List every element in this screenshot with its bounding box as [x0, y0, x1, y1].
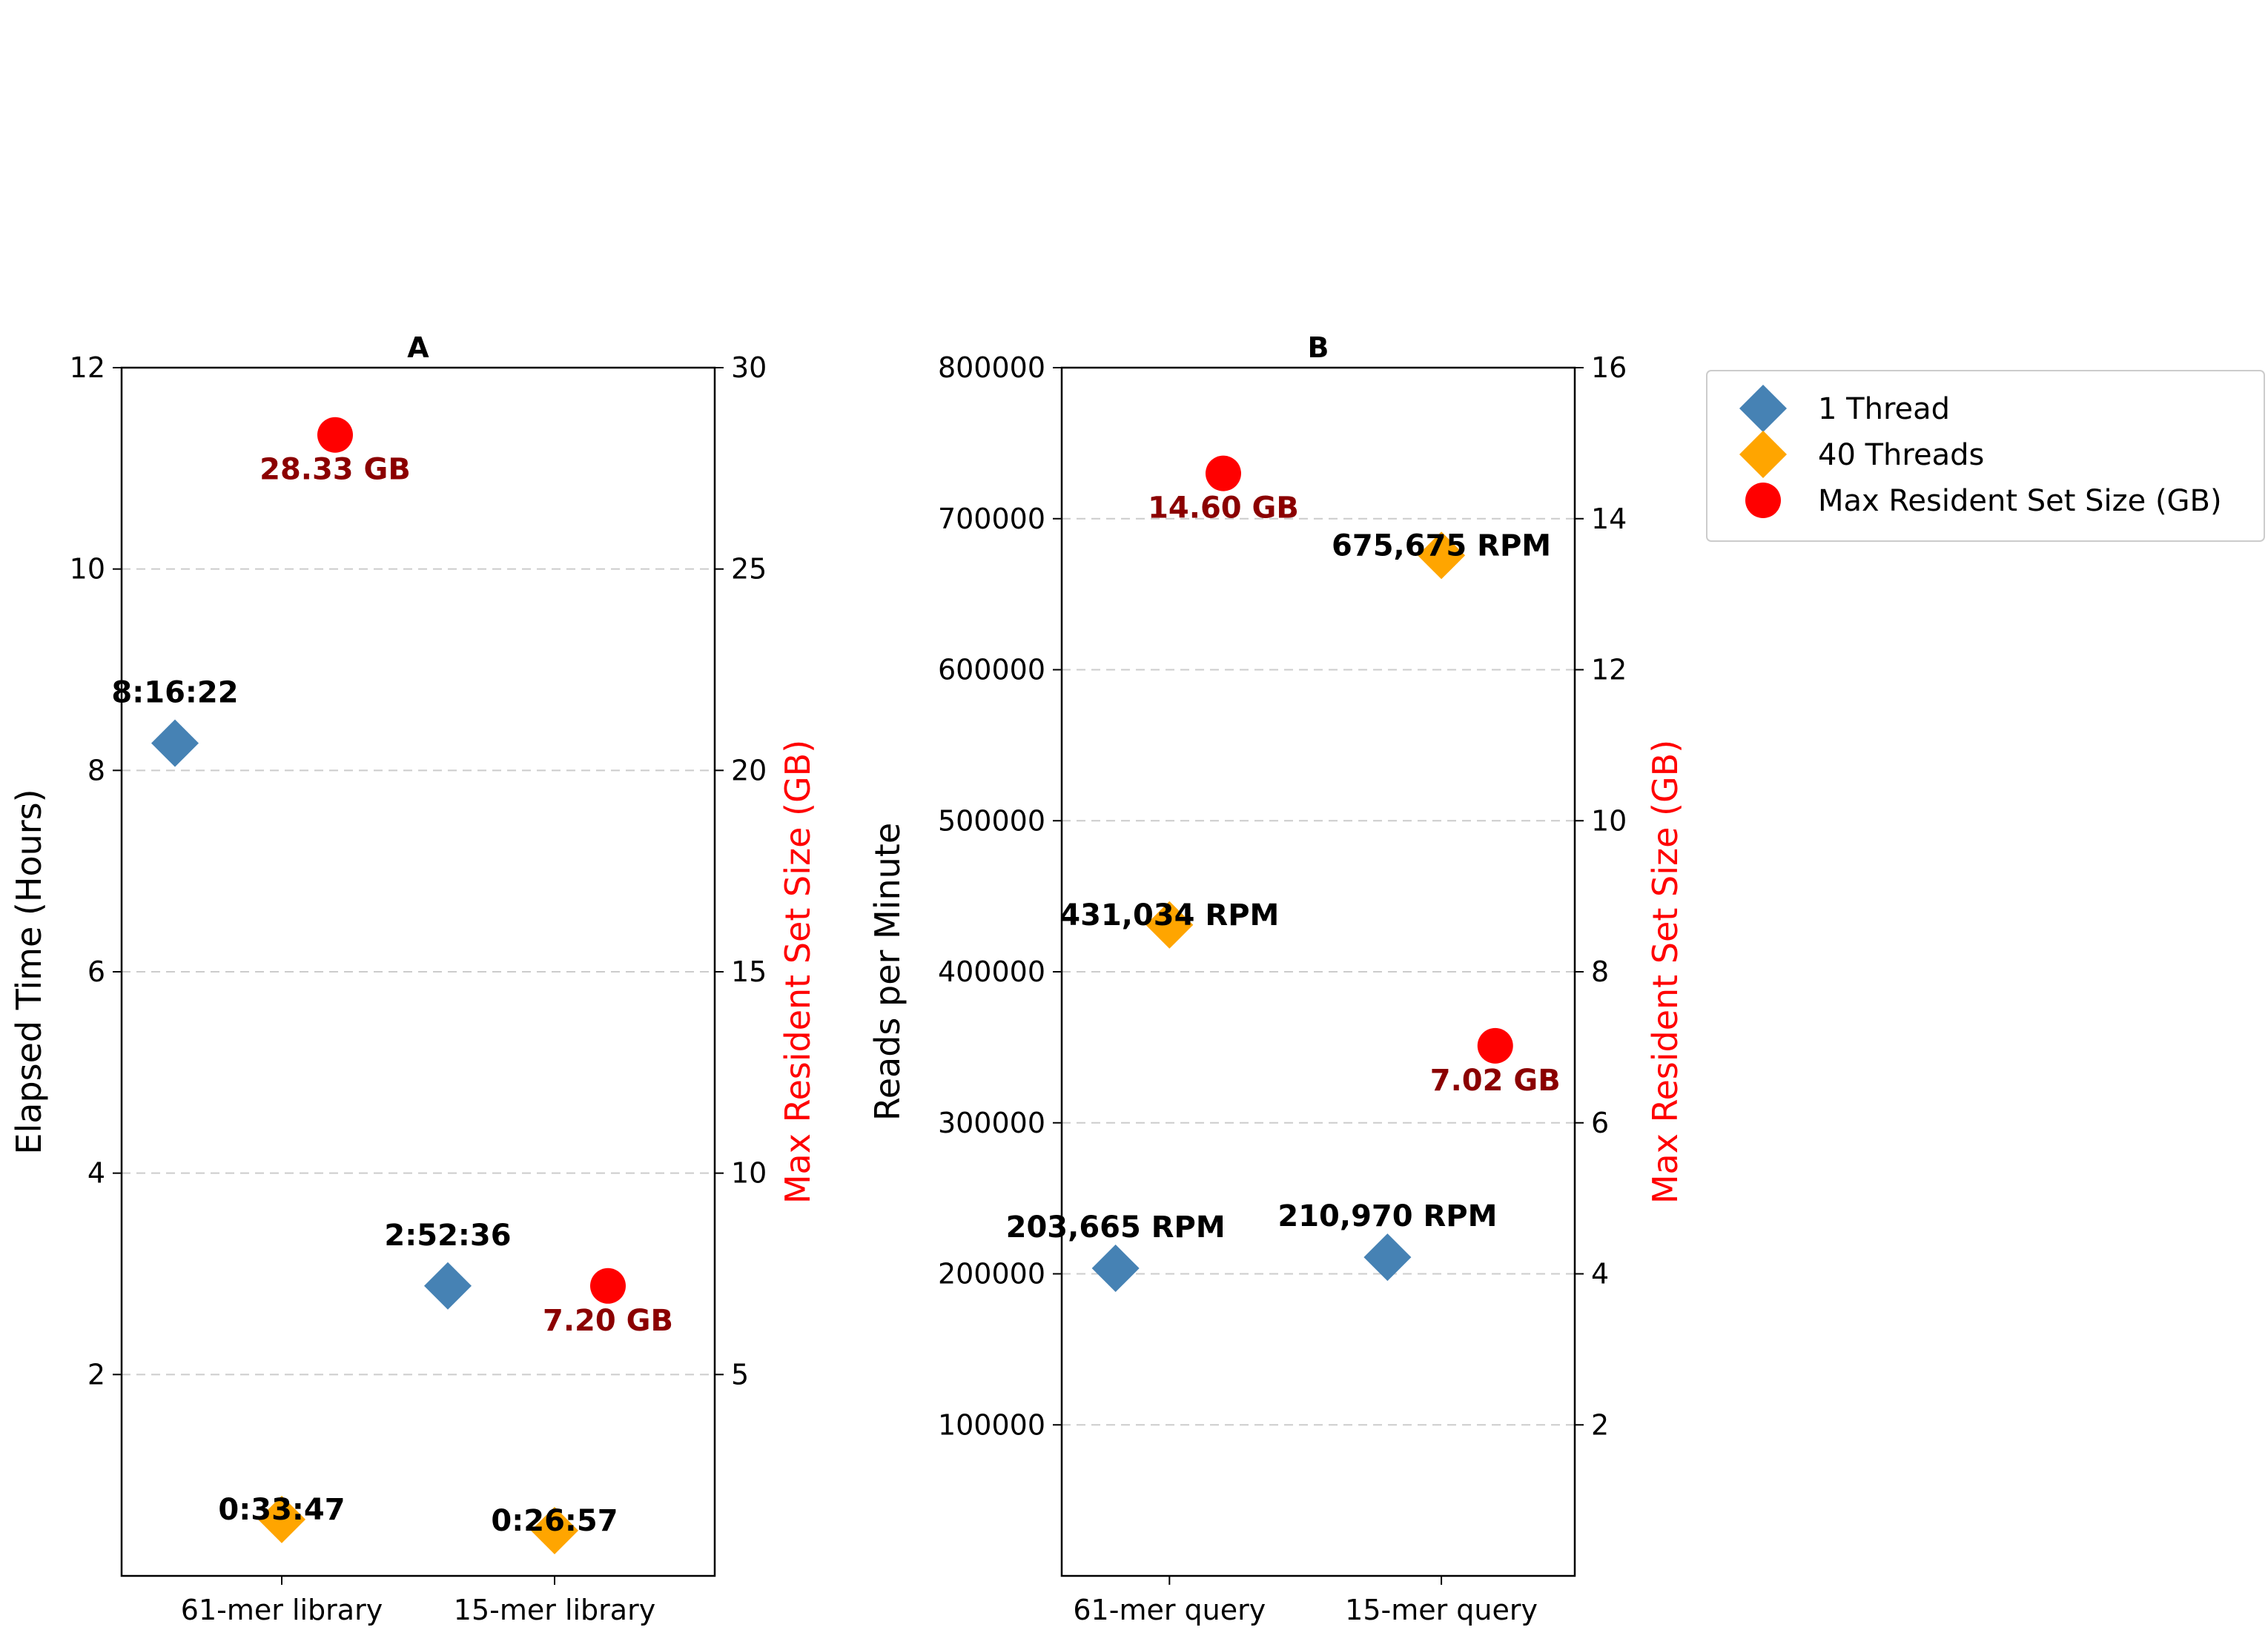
max-resident-set-size-gb-point: [317, 417, 353, 453]
legend-label: 1 Thread: [1818, 392, 1950, 426]
plot-frame: [120, 366, 716, 1577]
y2-tick-label: 30: [731, 351, 767, 384]
y2-tick-label: 14: [1591, 503, 1627, 535]
data-label: 210,970 RPM: [1277, 1199, 1497, 1233]
40-threads-point: [1145, 901, 1194, 949]
plot-frame: [1060, 366, 1576, 1577]
x-tick-label: 15-mer query: [1345, 1594, 1538, 1626]
legend-marker-diamond: [1739, 431, 1787, 478]
panel-b: 100000 200000 300000 400000 500000 600000 7000…: [867, 331, 1685, 1626]
x-tick-label: 61-mer query: [1073, 1594, 1266, 1626]
y-axis-label: Reads per Minute: [867, 823, 907, 1121]
y2-axis-label: Max Resident Set Size (GB): [778, 740, 818, 1204]
legend: 1 Thread 40 Threads Max Resident Set Size …: [1706, 370, 2265, 542]
y2-tick-label: 25: [731, 553, 767, 586]
1-thread-point: [1091, 1245, 1140, 1293]
1-thread-point: [151, 719, 199, 767]
y2-tick-label: 5: [731, 1358, 749, 1391]
1-thread-point: [1363, 1233, 1412, 1282]
y-tick-label: 500000: [938, 804, 1045, 837]
legend-marker-diamond: [1739, 385, 1787, 432]
y2-tick-label: 20: [731, 754, 767, 786]
y2-tick-label: 10: [1591, 804, 1627, 837]
y-tick-label: 200000: [938, 1258, 1045, 1291]
1-thread-point: [424, 1262, 472, 1310]
x-tick-label: 61-mer library: [181, 1594, 383, 1626]
y-tick-label: 6: [87, 955, 105, 988]
rss-data-label: 14.60 GB: [1148, 491, 1299, 526]
y-tick-label: 700000: [938, 503, 1045, 535]
panel-title: A: [407, 331, 429, 364]
data-label: 8:16:22: [111, 676, 238, 710]
y-tick-label: 300000: [938, 1107, 1045, 1139]
max-resident-set-size-gb-point: [1477, 1027, 1513, 1064]
y2-tick-label: 6: [1591, 1107, 1609, 1139]
y2-tick-label: 16: [1591, 351, 1627, 384]
data-label: 0:26:57: [491, 1504, 618, 1538]
x-tick-label: 15-mer library: [454, 1594, 655, 1626]
y-tick-label: 12: [70, 351, 105, 384]
y2-tick-label: 8: [1591, 955, 1609, 988]
legend-marker-circle: [1745, 483, 1781, 518]
data-label: 675,675 RPM: [1332, 529, 1551, 563]
y-tick-label: 600000: [938, 654, 1045, 686]
panel-title: B: [1308, 331, 1329, 364]
legend-label: Max Resident Set Size (GB): [1818, 484, 2222, 518]
data-label: 203,665 RPM: [1006, 1210, 1226, 1245]
y-tick-label: 100000: [938, 1408, 1045, 1441]
panel-a: 2 4 6 8 10 12 5 10 15 20 25 30 8:16:22 2:52:36 0:33:47…: [9, 331, 818, 1626]
y2-axis-label: Max Resident Set Size (GB): [1645, 740, 1685, 1204]
legend-label: 40 Threads: [1818, 438, 1984, 472]
y-axis-label: Elapsed Time (Hours): [9, 789, 49, 1154]
y-tick-label: 4: [87, 1157, 105, 1190]
40-threads-point: [258, 1495, 305, 1543]
y2-tick-label: 15: [731, 955, 767, 988]
40-threads-point: [531, 1506, 578, 1554]
40-threads-point: [1418, 531, 1466, 580]
data-label: 0:33:47: [218, 1493, 345, 1527]
rss-data-label: 7.02 GB: [1430, 1064, 1561, 1098]
data-label: 2:52:36: [384, 1219, 511, 1253]
data-label: 431,034 RPM: [1059, 898, 1279, 932]
y2-tick-label: 12: [1591, 654, 1627, 686]
y2-tick-label: 10: [731, 1157, 767, 1190]
y-tick-label: 800000: [938, 351, 1045, 384]
y2-tick-label: 4: [1591, 1258, 1609, 1291]
y-tick-label: 2: [87, 1358, 105, 1391]
legend-box: [1706, 370, 2265, 542]
y-tick-label: 400000: [938, 955, 1045, 988]
rss-data-label: 7.20 GB: [543, 1304, 673, 1338]
y2-tick-label: 2: [1591, 1408, 1609, 1441]
rss-data-label: 28.33 GB: [259, 453, 411, 487]
max-resident-set-size-gb-point: [1205, 455, 1241, 491]
y-tick-label: 8: [87, 754, 105, 786]
y-tick-label: 10: [70, 553, 105, 586]
max-resident-set-size-gb-point: [590, 1268, 626, 1304]
